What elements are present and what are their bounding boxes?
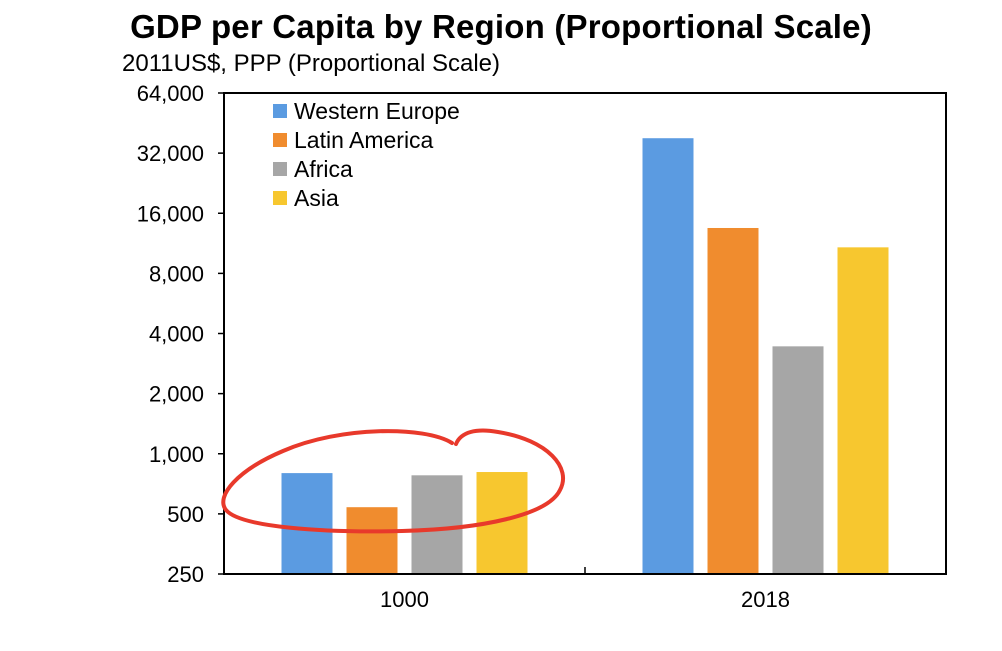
y-tick-label: 4,000	[149, 322, 204, 347]
y-tick-label: 2,000	[149, 382, 204, 407]
y-tick-label: 500	[167, 502, 204, 527]
y-tick-label: 1,000	[149, 442, 204, 467]
legend-label: Latin America	[294, 127, 434, 153]
legend-label: Africa	[294, 156, 353, 182]
legend-swatch	[273, 104, 287, 118]
bar-africa-1000	[411, 475, 463, 574]
legend-swatch	[273, 133, 287, 147]
bar-latin-america-1000	[346, 507, 398, 574]
legend-swatch	[273, 191, 287, 205]
chart-title: GDP per Capita by Region (Proportional S…	[130, 8, 872, 45]
chart-subtitle: 2011US$, PPP (Proportional Scale)	[122, 50, 500, 77]
y-tick-label: 8,000	[149, 261, 204, 286]
y-tick-label: 32,000	[137, 141, 204, 166]
legend-label: Western Europe	[294, 98, 460, 124]
y-tick-label: 64,000	[137, 81, 204, 106]
bar-asia-2018	[837, 247, 889, 574]
legend-label: Asia	[294, 185, 339, 211]
bar-western-europe-1000	[281, 473, 333, 574]
legend-swatch	[273, 162, 287, 176]
annotation-circle	[221, 428, 566, 534]
x-tick-label: 1000	[380, 587, 429, 612]
bar-africa-2018	[772, 346, 824, 574]
legend: Western Europe Latin America Africa Asia	[273, 98, 460, 211]
y-tick-label: 16,000	[137, 201, 204, 226]
bar-latin-america-2018	[707, 227, 759, 574]
x-tick-label: 2018	[741, 587, 790, 612]
bar-western-europe-2018	[642, 138, 694, 574]
y-tick-label: 250	[167, 562, 204, 587]
